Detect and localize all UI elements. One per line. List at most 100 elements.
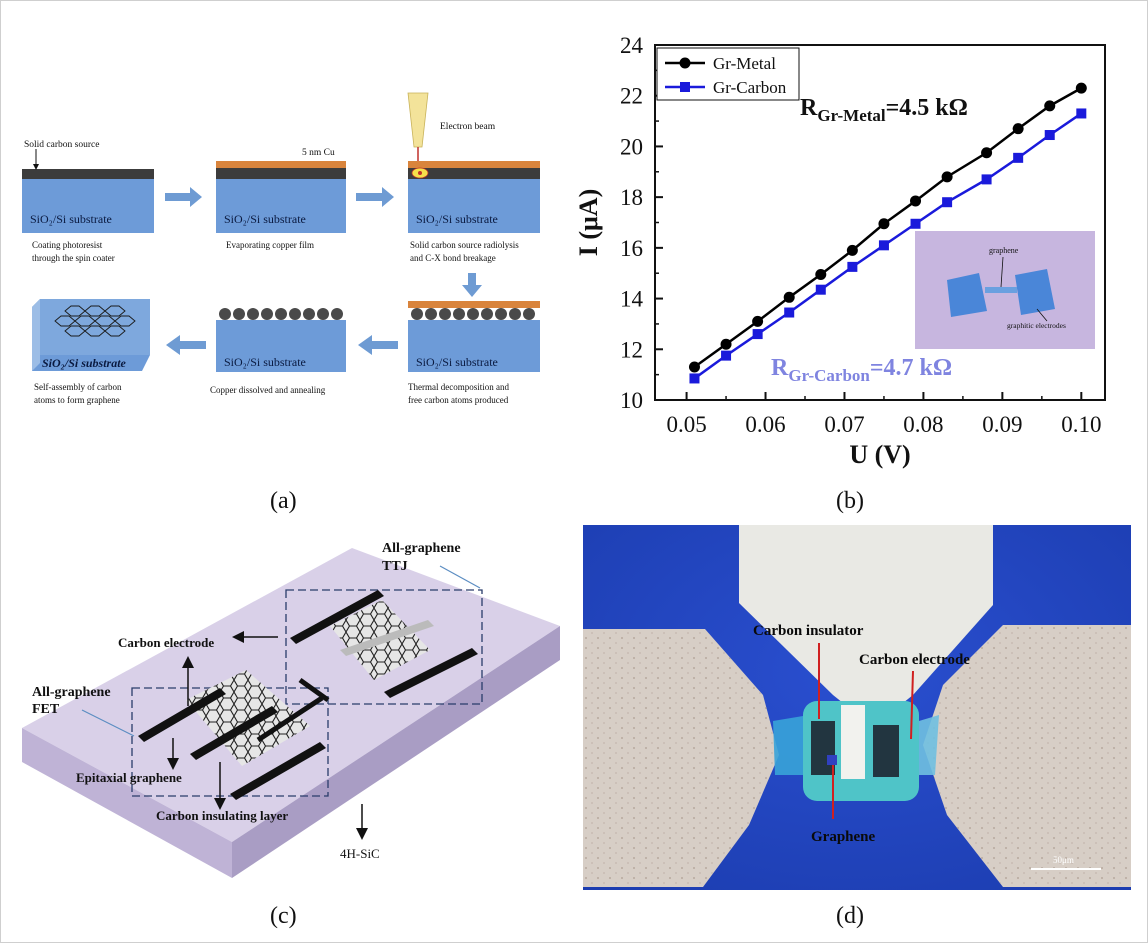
panel-c-device-schematic: Carbon electrode Epitaxial graphene Carb… — [22, 541, 560, 878]
data-point-gr-metal — [815, 268, 827, 280]
arrow-3-to-4-icon — [462, 273, 482, 297]
data-point-gr-metal — [910, 195, 922, 207]
data-point-gr-carbon — [815, 284, 826, 295]
step-3-top-label: Electron beam — [440, 122, 496, 132]
resistance-annotation-metal: RGr-Metal=4.5 kΩ — [800, 95, 968, 125]
step-1-caption-line-2: through the spin coater — [32, 253, 115, 263]
data-point-gr-metal — [1075, 82, 1087, 94]
inset-label-graphene: graphene — [989, 246, 1019, 255]
panel-c-label: (c) — [270, 903, 297, 929]
label-ttj-line-2: TTJ — [382, 559, 408, 574]
data-point-gr-metal — [846, 244, 858, 256]
y-tick-label: 18 — [620, 185, 643, 210]
x-tick-label: 0.07 — [824, 412, 864, 437]
step-2-substrate-label: SiO₂/Si substrate — [224, 212, 306, 226]
legend-label: Gr-Metal — [713, 54, 776, 73]
panel-a-process-diagram: SiO₂/Si substrate Solid carbon source Co… — [22, 92, 540, 405]
step-1-substrate-label: SiO₂/Si substrate — [30, 212, 112, 226]
y-tick-label: 16 — [620, 236, 643, 261]
arrow-5-to-6-icon — [166, 335, 206, 355]
data-point-gr-carbon — [1076, 108, 1087, 119]
label-carbon-electrode-d: Carbon electrode — [859, 652, 970, 668]
data-point-gr-metal — [981, 147, 993, 159]
data-point-gr-carbon — [942, 197, 953, 208]
data-point-gr-metal — [878, 218, 890, 230]
panel-d-label: (d) — [836, 903, 864, 929]
data-point-gr-carbon — [752, 329, 763, 340]
label-graphene: Graphene — [811, 829, 876, 845]
data-point-gr-carbon — [1013, 152, 1024, 163]
electron-beam-icon — [407, 92, 429, 148]
inset-graphene-channel — [985, 287, 1017, 293]
y-tick-label: 10 — [620, 388, 643, 413]
x-axis-label: U (V) — [849, 440, 910, 469]
data-point-gr-carbon — [784, 307, 795, 318]
step-1-caption-line-1: Coating photoresist — [32, 240, 103, 250]
data-point-gr-metal — [783, 291, 795, 303]
x-tick-label: 0.08 — [903, 412, 943, 437]
data-point-gr-carbon — [721, 350, 732, 361]
step-4-carbon-atoms — [411, 308, 535, 320]
step-3-caption-line-1: Solid carbon source radiolysis — [410, 240, 519, 250]
step-4-caption-line-1: Thermal decomposition and — [408, 382, 509, 392]
step-5-substrate-label: SiO₂/Si substrate — [224, 355, 306, 369]
data-point-gr-carbon — [910, 218, 921, 229]
panel-a-label: (a) — [270, 488, 297, 514]
ttj-electrodes — [290, 590, 478, 698]
inset-label-electrodes: graphitic electrodes — [1007, 321, 1066, 330]
y-tick-label: 12 — [620, 337, 643, 362]
data-point-gr-metal — [1044, 100, 1056, 112]
inset-left-electrode — [947, 273, 987, 317]
y-tick-label: 20 — [620, 134, 643, 159]
data-point-gr-metal — [688, 361, 700, 373]
panel-b-label: (b) — [836, 488, 864, 514]
step-4-substrate-label: SiO₂/Si substrate — [416, 355, 498, 369]
step-6-caption-line-1: Self-assembly of carbon — [34, 382, 122, 392]
scale-bar-label: 50μm — [1053, 855, 1074, 865]
data-point-gr-carbon — [1044, 130, 1055, 141]
fet-electrodes — [138, 688, 326, 800]
y-tick-label: 22 — [620, 84, 643, 109]
resistance-annotation-carbon: RGr-Carbon=4.7 kΩ — [771, 355, 952, 385]
legend-label: Gr-Carbon — [713, 78, 787, 97]
panel-d-micrograph: Carbon insulator Carbon electrode Graphe… — [583, 525, 1131, 890]
label-fet-line-1: All-graphene — [32, 685, 111, 700]
label-fet-line-2: FET — [32, 702, 60, 717]
y-tick-label: 14 — [620, 287, 644, 312]
inset-pointer — [1036, 308, 1048, 322]
graphene-lattice-icon — [54, 305, 136, 337]
step-5-caption: Copper dissolved and annealing — [210, 385, 326, 395]
data-point-gr-carbon — [981, 174, 992, 185]
x-tick-label: 0.06 — [745, 412, 785, 437]
step-4-caption-line-2: free carbon atoms produced — [408, 395, 509, 405]
step-5-carbon-atoms — [219, 308, 343, 320]
step-3-stack: SiO₂/Si substrate Electron beam Solid ca… — [407, 92, 540, 263]
y-axis-label: I (μA) — [575, 189, 603, 256]
top-electrode — [739, 525, 993, 703]
ttj-dashed-box — [285, 589, 483, 705]
label-substrate: 4H-SiC — [340, 846, 380, 861]
label-insulating-layer: Carbon insulating layer — [156, 808, 288, 823]
step-6-caption-line-2: atoms to form graphene — [34, 395, 120, 405]
step-2-stack: SiO₂/Si substrate 5 nm Cu Evaporating co… — [216, 148, 346, 250]
arrow-4-to-5-icon — [358, 335, 398, 355]
step-6-substrate-label: SiO₂/Si substrate — [42, 356, 127, 370]
data-point-gr-metal — [1012, 123, 1024, 135]
legend-marker — [679, 57, 691, 69]
x-tick-label: 0.05 — [666, 412, 706, 437]
step-2-caption: Evaporating copper film — [226, 240, 314, 250]
arrow-2-to-3-icon — [356, 187, 394, 207]
x-tick-label: 0.10 — [1061, 412, 1101, 437]
label-carbon-electrode: Carbon electrode — [118, 635, 214, 650]
step-3-substrate-label: SiO₂/Si substrate — [416, 212, 498, 226]
inset-pointer — [1000, 256, 1004, 288]
inset-right-electrode — [1015, 269, 1055, 315]
step-6-stack: SiO₂/Si substrate Self-assembly of carbo… — [32, 299, 150, 405]
legend-marker — [680, 82, 690, 92]
step-4-stack: SiO₂/Si substrate Thermal decomposition … — [408, 301, 540, 405]
arrow-1-to-2-icon — [165, 187, 202, 207]
step-1-stack: SiO₂/Si substrate Solid carbon source Co… — [22, 140, 154, 263]
step-2-top-label: 5 nm Cu — [302, 148, 335, 158]
data-point-gr-carbon — [689, 373, 700, 384]
step-1-top-label: Solid carbon source — [24, 140, 99, 150]
